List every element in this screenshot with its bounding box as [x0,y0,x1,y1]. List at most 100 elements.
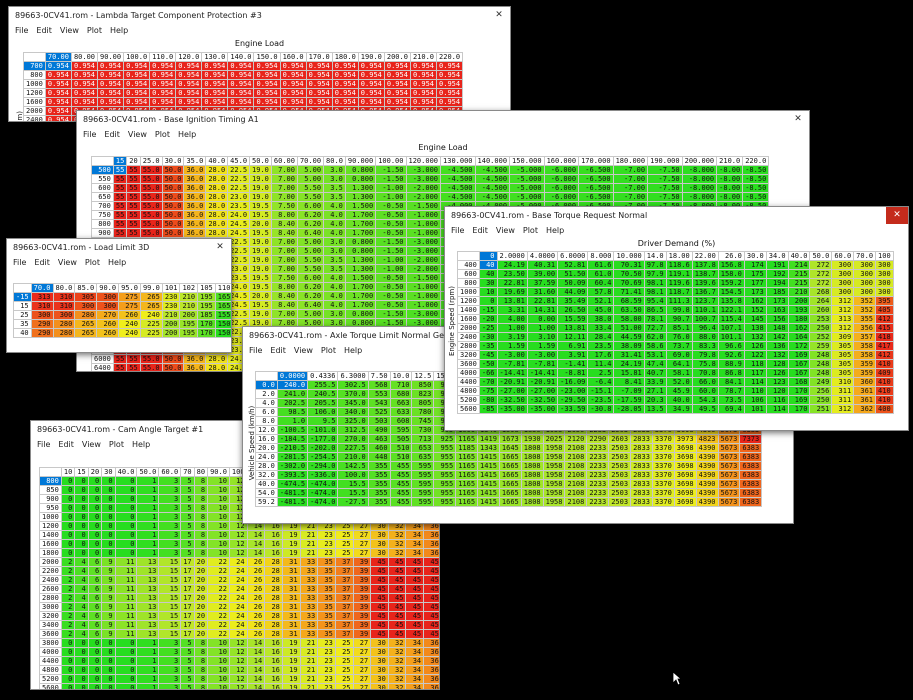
table-cell[interactable]: 24.19 [496,260,528,270]
table-cell[interactable]: 13 [136,557,160,567]
table-cell[interactable]: 0 [101,656,116,666]
table-cell[interactable]: 0.954 [227,97,255,107]
table-cell[interactable]: -32.50 [496,395,528,405]
table-cell[interactable]: 925 [433,434,457,444]
table-cell[interactable]: 2503 [608,497,632,507]
table-cell[interactable]: 543 [367,398,391,408]
table-cell[interactable]: 455 [389,470,413,480]
table-cell[interactable]: 0.954 [149,97,177,107]
row-header[interactable]: 4.0 [255,398,278,408]
table-cell[interactable]: 38.09 [613,341,645,351]
column-header[interactable]: 50.0 [249,156,272,166]
table-cell[interactable]: 0 [74,548,89,558]
table-cell[interactable]: 163 [765,305,789,315]
table-cell[interactable]: 19.5 [249,201,272,211]
table-cell[interactable]: 28 [264,584,283,594]
table-cell[interactable]: 2833 [630,461,653,471]
table-cell[interactable]: 9 [101,593,116,603]
table-cell[interactable]: 300 [831,287,855,297]
table-cell[interactable]: 1 [136,647,160,657]
table-cell[interactable]: 45 [387,566,407,576]
table-cell[interactable]: 0 [60,494,76,504]
table-cell[interactable]: 1 [136,548,160,558]
table-cell[interactable]: 45 [423,566,439,576]
table-cell[interactable]: 1.700 [344,228,377,238]
column-header[interactable]: 70.00 [44,52,72,62]
table-cell[interactable]: 8 [193,665,209,675]
table-cell[interactable]: 8.00 [270,210,298,220]
table-cell[interactable]: 0.954 [201,61,229,71]
table-cell[interactable]: 359 [853,359,877,369]
table-cell[interactable]: 20 [193,602,209,612]
table-cell[interactable]: 19.0 [249,192,272,202]
table-cell[interactable]: 3370 [651,497,675,507]
row-header[interactable]: 3000 [39,602,62,612]
row-header[interactable]: 1600 [23,97,46,107]
table-cell[interactable]: 123 [765,377,789,387]
table-cell[interactable]: 0.954 [149,70,177,80]
table-cell[interactable]: 409 [875,368,894,378]
table-cell[interactable]: 0.954 [97,88,125,98]
table-cell[interactable]: 69.0 [665,350,693,360]
column-header[interactable]: 34.0 [765,251,789,261]
table-cell[interactable]: 0 [101,521,116,531]
table-cell[interactable]: 173 [765,296,789,306]
table-cell[interactable]: -474.0 [307,497,339,507]
table-cell[interactable]: 23 [317,539,336,549]
table-cell[interactable]: 5673 [717,479,741,489]
table-cell[interactable]: 1 [136,530,160,540]
table-cell[interactable]: -30 [478,332,498,342]
table-cell[interactable]: 57.8 [587,287,615,297]
menu-file[interactable]: File [13,258,27,267]
table-cell[interactable]: 24 [228,629,248,639]
table-cell[interactable]: 22.81 [496,278,528,288]
table-cell[interactable]: 4390 [695,470,719,480]
table-cell[interactable]: 50.0 [161,363,185,371]
table-cell[interactable]: 10 [207,638,230,648]
table-cell[interactable]: 0 [101,530,116,540]
table-cell[interactable]: 14 [246,638,266,648]
table-cell[interactable]: 305 [831,359,855,369]
column-header[interactable]: 0.0000 [276,371,309,381]
table-cell[interactable]: 15.5 [337,488,369,498]
table-cell[interactable]: 150 [214,319,231,329]
table-cell[interactable]: -8.50 [742,165,770,175]
table-cell[interactable]: 264 [809,296,833,306]
table-cell[interactable]: 22.5 [227,165,251,175]
table-cell[interactable]: 0 [74,476,89,486]
table-cell[interactable]: 0.954 [305,70,333,80]
column-header[interactable]: 80 [193,467,209,477]
table-cell[interactable]: 22 [207,602,230,612]
table-cell[interactable]: 1165 [455,461,479,471]
table-cell[interactable]: 39 [352,566,372,576]
table-cell[interactable]: 2833 [630,470,653,480]
table-cell[interactable]: 50.09 [557,278,589,288]
table-cell[interactable]: 2108 [564,452,588,462]
table-cell[interactable]: 352 [853,296,877,306]
table-cell[interactable]: 116 [765,395,789,405]
table-cell[interactable]: 37 [334,575,354,585]
table-cell[interactable]: 84.1 [717,377,745,387]
table-cell[interactable]: 355 [367,497,391,507]
table-cell[interactable]: 10 [207,476,230,486]
table-cell[interactable]: 8 [193,674,209,684]
row-header[interactable]: 16.0 [255,434,278,444]
table-cell[interactable]: -1.00 [375,192,407,202]
table-cell[interactable]: 553 [367,389,391,399]
table-cell[interactable]: 240 [139,310,163,320]
table-cell[interactable]: 3.91 [557,350,589,360]
table-cell[interactable]: 60.0 [691,386,719,396]
table-cell[interactable]: -1.000 [405,219,442,229]
table-cell[interactable]: 4 [74,620,89,630]
table-cell[interactable]: 455 [389,461,413,471]
menu-help[interactable]: Help [107,258,127,267]
table-cell[interactable]: 0 [478,296,498,306]
table-cell[interactable]: 32 [387,548,407,558]
table-cell[interactable]: 2.5 [587,368,615,378]
table-cell[interactable]: -6.000 [543,183,580,193]
table-cell[interactable]: 9 [101,602,116,612]
table-cell[interactable]: 0 [114,665,138,675]
table-cell[interactable]: 10 [207,548,230,558]
table-cell[interactable]: 45 [423,611,439,621]
row-header[interactable]: 1000 [457,287,480,297]
